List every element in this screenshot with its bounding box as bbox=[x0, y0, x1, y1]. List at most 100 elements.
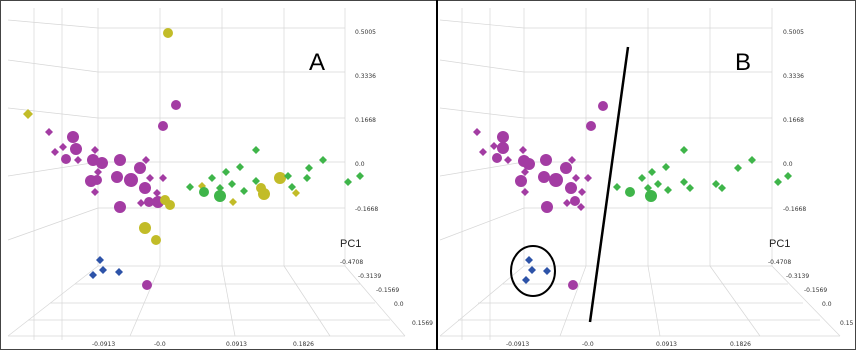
green-diamond-point bbox=[252, 177, 260, 185]
blue-diamond-point bbox=[528, 266, 536, 274]
x-tick-label: 0.0913 bbox=[226, 341, 247, 348]
green-diamond-point bbox=[784, 172, 792, 180]
green-diamond-point bbox=[644, 184, 652, 192]
purple-diamond-point bbox=[159, 174, 167, 182]
yellow-diamond-point bbox=[23, 109, 33, 119]
purple-diamond-point bbox=[521, 188, 529, 196]
x-tick-label: 0.1826 bbox=[293, 341, 314, 348]
green-circle-point bbox=[645, 190, 657, 202]
depth-tick-label: -0.4708 bbox=[340, 259, 363, 266]
x-tick-label: -0.0913 bbox=[92, 341, 115, 348]
green-diamond-point bbox=[216, 184, 224, 192]
panel-a-y-ticks: 0.5005 0.3336 0.1668 0.0 -0.1668 bbox=[355, 29, 378, 213]
purple-diamond-point bbox=[563, 199, 571, 207]
purple-circle-point bbox=[586, 121, 596, 131]
purple-diamond-point bbox=[490, 142, 498, 150]
yellow-circle-point bbox=[165, 200, 175, 210]
depth-tick-label: 0.15 bbox=[840, 320, 854, 327]
y-tick-label: 0.0 bbox=[355, 161, 365, 168]
green-diamond-point bbox=[680, 178, 688, 186]
green-circle-point bbox=[625, 187, 635, 197]
yellow-circle-point bbox=[151, 235, 161, 245]
green-diamond-point bbox=[748, 156, 756, 164]
purple-diamond-point bbox=[577, 203, 585, 211]
cluster-circle bbox=[510, 245, 556, 297]
purple-diamond-point bbox=[137, 199, 145, 207]
green-diamond-point bbox=[305, 164, 313, 172]
purple-diamond-point bbox=[142, 156, 150, 164]
depth-tick-label: -0.1569 bbox=[804, 287, 827, 294]
panel-a-depth-ticks: -0.4708 -0.3139 -0.1569 0.0 0.1569 bbox=[340, 259, 433, 327]
y-tick-label: 0.1668 bbox=[783, 117, 804, 124]
panel-a-x-ticks: -0.0913 -0.0 0.0913 0.1826 bbox=[92, 341, 314, 348]
panel-a-grid bbox=[7, 8, 406, 340]
green-diamond-point bbox=[638, 174, 646, 182]
green-circle-point bbox=[199, 187, 209, 197]
purple-circle-point bbox=[515, 175, 527, 187]
purple-circle-point bbox=[568, 280, 578, 290]
green-diamond-point bbox=[228, 180, 236, 188]
yellow-circle-point bbox=[258, 188, 270, 200]
panel-b-y-ticks: 0.5005 0.3336 0.1668 0.0 -0.1668 bbox=[783, 29, 806, 213]
purple-circle-point bbox=[114, 201, 126, 213]
blue-diamond-point bbox=[96, 256, 104, 264]
green-diamond-point bbox=[222, 168, 230, 176]
purple-circle-point bbox=[549, 173, 563, 187]
green-diamond-point bbox=[284, 172, 292, 180]
purple-circle-point bbox=[114, 154, 126, 166]
green-diamond-point bbox=[712, 180, 720, 188]
panel-b-label: B bbox=[735, 49, 751, 76]
y-tick-label: 0.1668 bbox=[355, 117, 376, 124]
purple-diamond-point bbox=[91, 188, 99, 196]
panel-b-axis-title: PC1 bbox=[769, 238, 790, 250]
purple-circle-point bbox=[538, 171, 550, 183]
purple-circle-point bbox=[497, 131, 509, 143]
green-diamond-point bbox=[774, 178, 782, 186]
y-tick-label: -0.1668 bbox=[355, 206, 378, 213]
purple-circle-point bbox=[142, 280, 152, 290]
purple-diamond-point bbox=[504, 156, 512, 164]
green-diamond-point bbox=[648, 168, 656, 176]
y-tick-label: 0.0 bbox=[783, 161, 793, 168]
purple-circle-point bbox=[67, 131, 79, 143]
yellow-circle-point bbox=[163, 28, 173, 38]
purple-circle-point bbox=[171, 100, 181, 110]
x-tick-label: 0.0913 bbox=[656, 341, 677, 348]
x-tick-label: -0.0 bbox=[154, 341, 166, 348]
purple-circle-point bbox=[61, 154, 71, 164]
green-diamond-point bbox=[356, 172, 364, 180]
purple-circle-point bbox=[541, 201, 553, 213]
blue-diamond-point bbox=[99, 266, 107, 274]
green-diamond-point bbox=[288, 183, 296, 191]
purple-diamond-point bbox=[45, 128, 53, 136]
panel-a-axis-title: PC1 bbox=[340, 238, 361, 250]
panel-a-points bbox=[23, 28, 364, 290]
yellow-circle-point bbox=[139, 222, 151, 234]
blue-diamond-point bbox=[522, 276, 530, 284]
yellow-diamond-point bbox=[229, 198, 237, 206]
green-diamond-point bbox=[686, 184, 694, 192]
green-diamond-point bbox=[236, 163, 244, 171]
x-tick-label: 0.1826 bbox=[730, 341, 751, 348]
depth-tick-label: 0.1569 bbox=[412, 320, 433, 327]
yellow-diamond-point bbox=[292, 189, 300, 197]
green-diamond-point bbox=[613, 183, 621, 191]
y-tick-label: 0.3336 bbox=[355, 73, 376, 80]
depth-tick-label: -0.3139 bbox=[358, 273, 381, 280]
green-diamond-point bbox=[208, 174, 216, 182]
purple-circle-point bbox=[598, 101, 608, 111]
depth-tick-label: -0.3139 bbox=[786, 273, 809, 280]
blue-diamond-point bbox=[543, 267, 551, 275]
purple-circle-point bbox=[111, 171, 123, 183]
green-diamond-point bbox=[718, 184, 726, 192]
purple-diamond-point bbox=[153, 189, 161, 197]
yellow-circle-point bbox=[274, 172, 286, 184]
purple-circle-point bbox=[134, 162, 146, 174]
depth-tick-label: 0.0 bbox=[394, 301, 404, 308]
depth-tick-label: -0.4708 bbox=[768, 259, 791, 266]
purple-diamond-point bbox=[146, 174, 154, 182]
purple-diamond-point bbox=[584, 174, 592, 182]
separator-line bbox=[588, 46, 630, 323]
